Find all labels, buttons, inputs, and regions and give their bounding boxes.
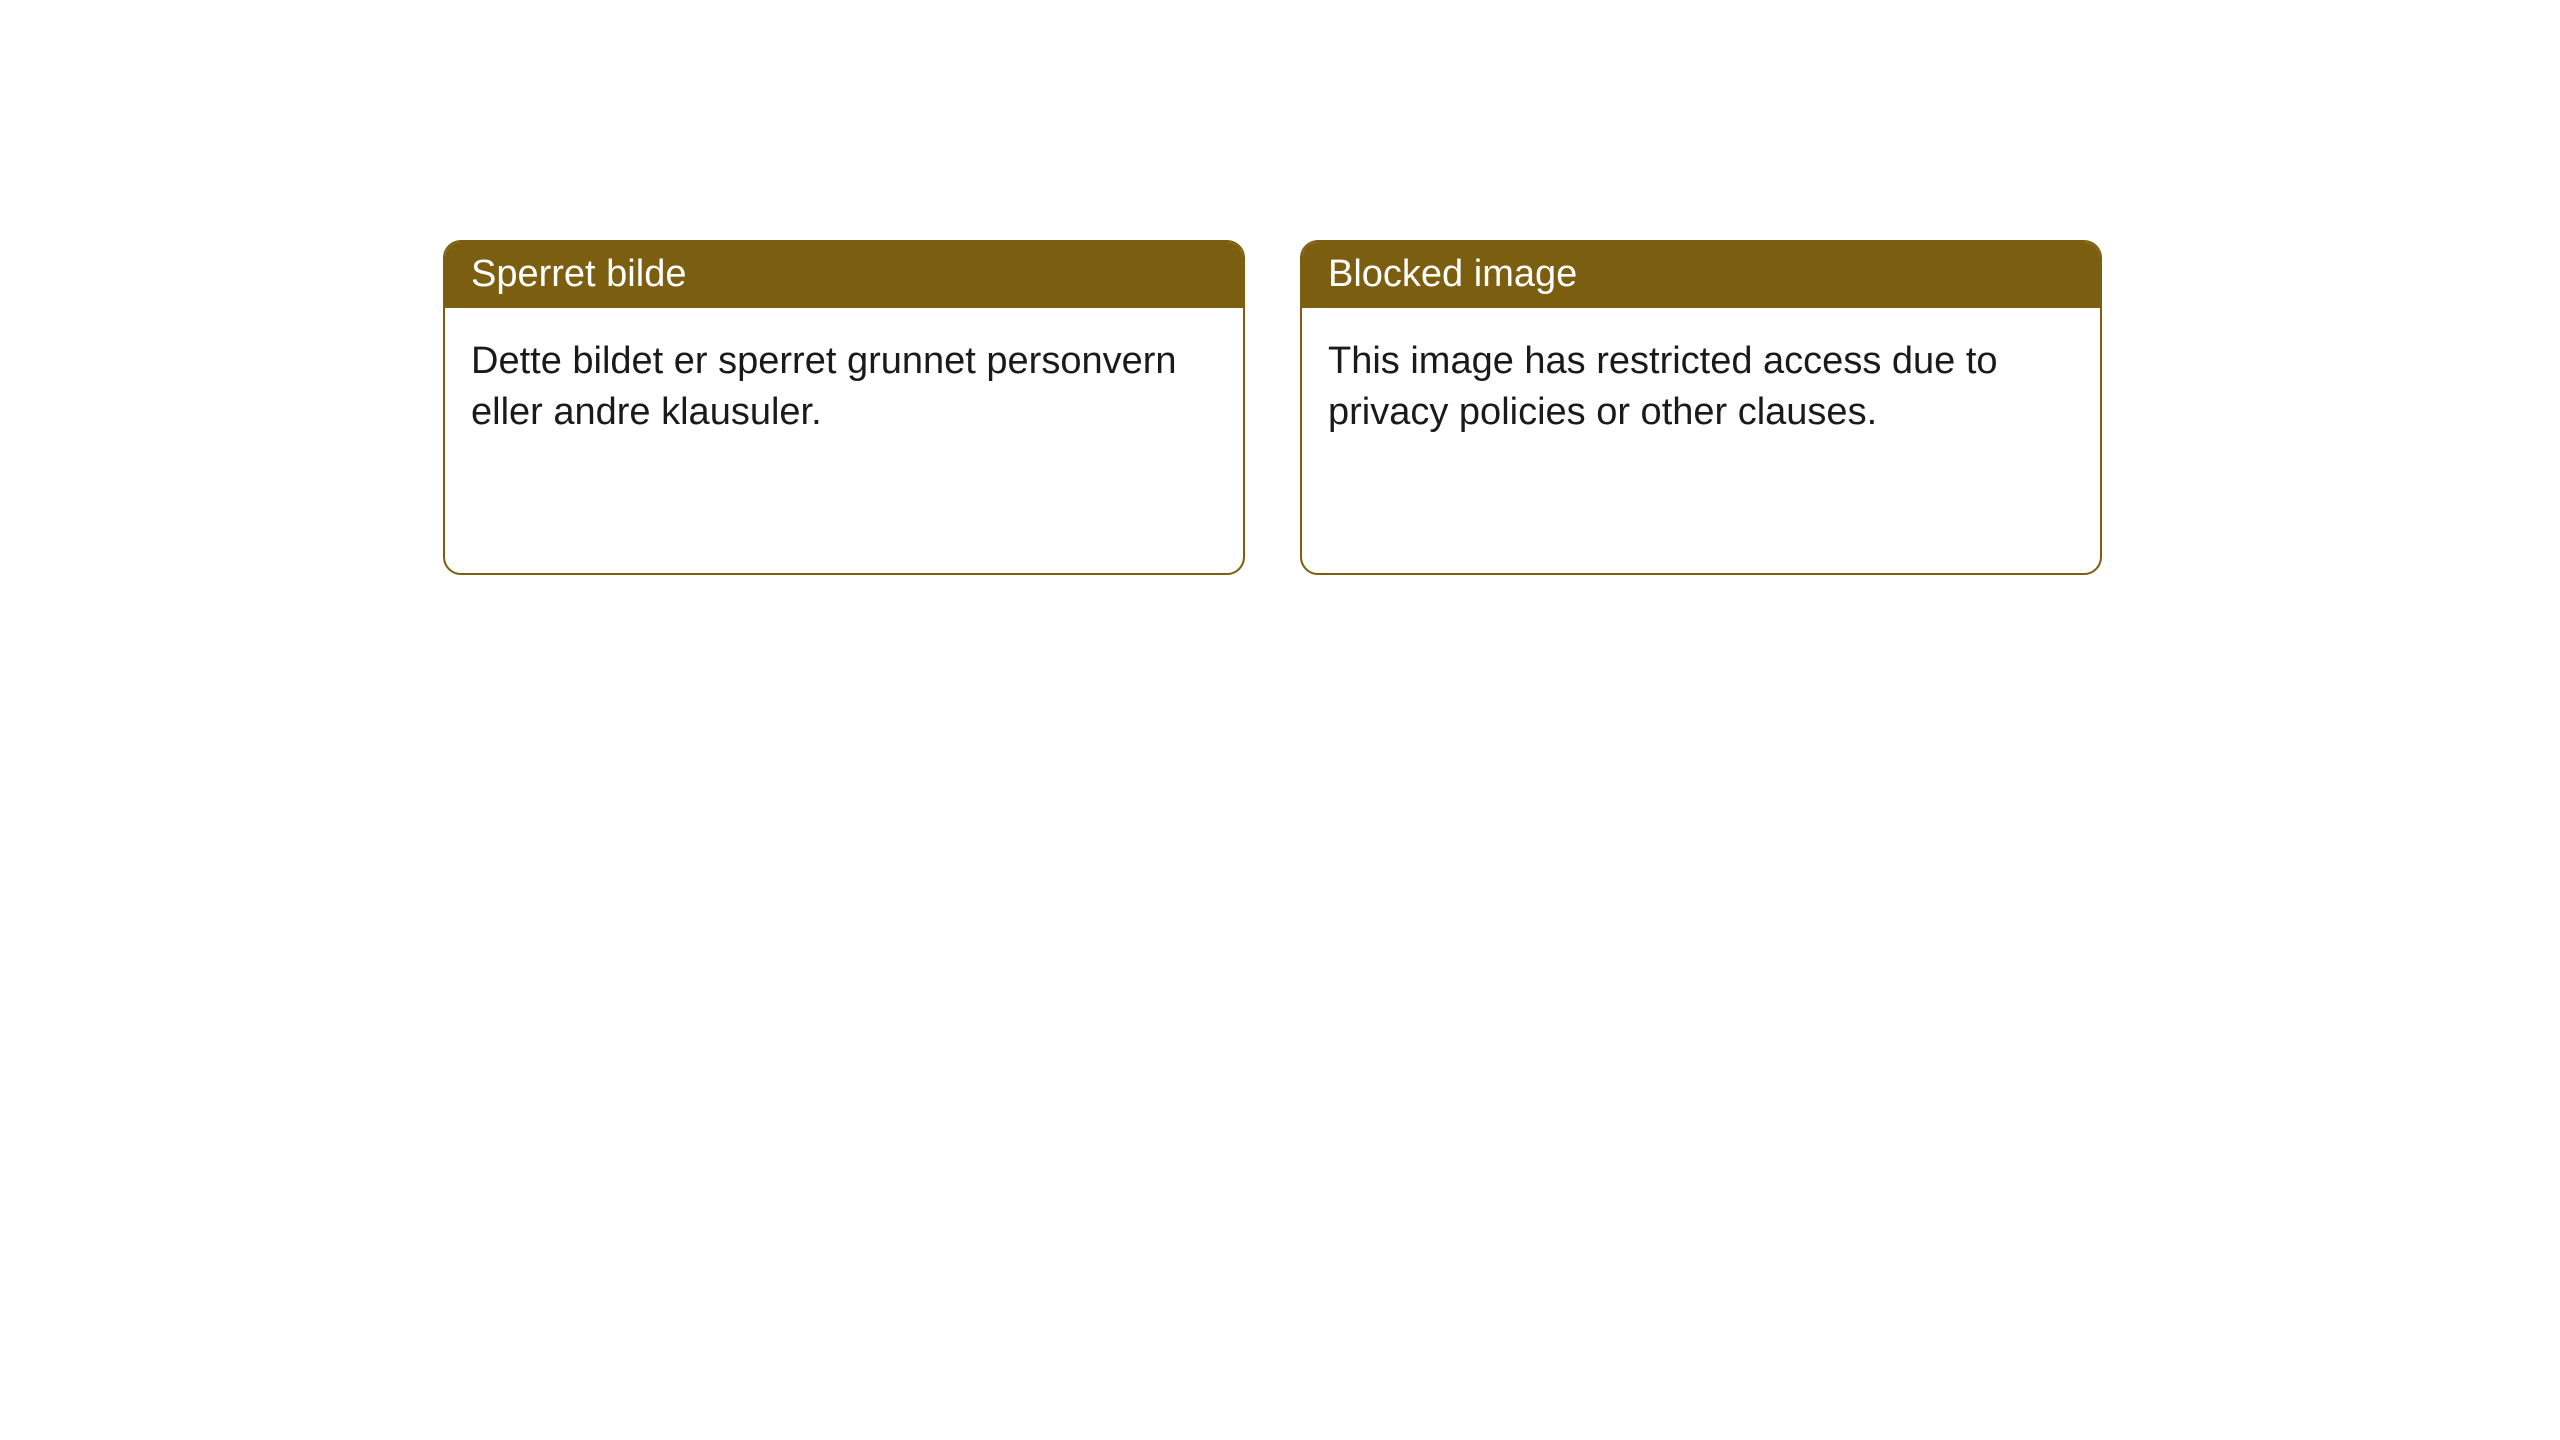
notice-card-english: Blocked image This image has restricted … — [1300, 240, 2102, 575]
notice-header-english: Blocked image — [1302, 242, 2100, 308]
notice-body-english: This image has restricted access due to … — [1302, 308, 2100, 465]
notice-container: Sperret bilde Dette bildet er sperret gr… — [0, 0, 2560, 575]
notice-body-norwegian: Dette bildet er sperret grunnet personve… — [445, 308, 1243, 465]
notice-card-norwegian: Sperret bilde Dette bildet er sperret gr… — [443, 240, 1245, 575]
notice-header-norwegian: Sperret bilde — [445, 242, 1243, 308]
